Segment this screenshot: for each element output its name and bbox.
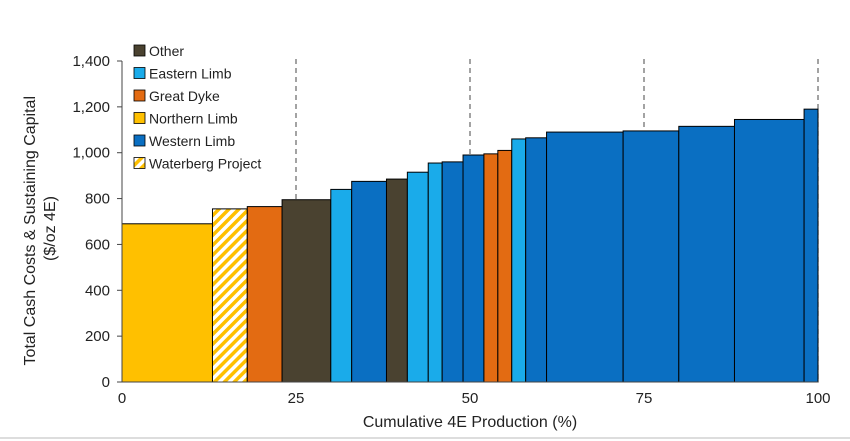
bar-western-limb-10 — [462, 154, 485, 383]
bar-great-dyke-11 — [483, 153, 499, 383]
legend-label-western-limb: Western Limb — [149, 133, 235, 149]
bar-eastern-limb-8 — [427, 162, 443, 383]
bar-western-limb-19 — [803, 108, 819, 383]
bar-great-dyke-2 — [246, 206, 283, 383]
x-tick-label-25: 25 — [288, 390, 305, 407]
legend-swatch-eastern-limb — [133, 67, 146, 79]
y-tick-labels: 0 200 400 600 800 1,000 1,200 1,400 — [72, 53, 122, 391]
y-tick-label-800: 800 — [85, 191, 110, 208]
legend-swatch-waterberg-project — [133, 157, 146, 169]
y-tick-label-1200: 1,200 — [72, 99, 110, 116]
bar-western-limb-18 — [733, 118, 805, 383]
x-tick-label-0: 0 — [118, 390, 126, 407]
y-tick-label-600: 600 — [85, 236, 110, 253]
bar-northern-limb-0 — [121, 223, 213, 383]
bar-western-limb-15 — [546, 131, 624, 383]
y-axis-title: Total Cash Costs & Sustaining Capital ($… — [22, 92, 59, 366]
y-tick-label-1400: 1,400 — [72, 53, 110, 70]
bar-eastern-limb-7 — [406, 171, 429, 383]
bar-other-3 — [281, 199, 332, 383]
bar-waterberg-project-1 — [211, 208, 248, 383]
bar-great-dyke-12 — [497, 149, 513, 383]
y-tick-label-400: 400 — [85, 282, 110, 299]
x-tick-label-50: 50 — [462, 390, 479, 407]
bar-eastern-limb-4 — [330, 188, 353, 383]
legend-label-eastern-limb: Eastern Limb — [149, 66, 232, 82]
legend-swatch-other — [133, 44, 146, 57]
y-tick-label-0: 0 — [102, 374, 110, 391]
x-tick-labels: 0 25 50 75 100 — [118, 390, 831, 407]
bars-group — [121, 108, 819, 383]
axes — [121, 61, 818, 383]
legend-swatch-northern-limb — [133, 112, 146, 124]
bar-western-limb-5 — [351, 180, 387, 383]
y-tick-label-200: 200 — [85, 328, 110, 345]
y-axis-title-line-2: ($/oz 4E) — [42, 196, 59, 261]
bar-other-6 — [385, 178, 408, 383]
x-tick-label-100: 100 — [805, 390, 830, 407]
legend-label-northern-limb: Northern Limb — [149, 111, 238, 127]
bar-eastern-limb-13 — [511, 138, 527, 383]
legend-swatch-great-dyke — [133, 89, 146, 102]
bar-western-limb-14 — [525, 137, 548, 383]
y-axis-title-line-1: Total Cash Costs & Sustaining Capital — [22, 96, 39, 365]
legend: Other Eastern Limb Great Dyke Northern Limb… — [133, 43, 261, 172]
bar-western-limb-17 — [678, 125, 735, 383]
bar-western-limb-16 — [622, 130, 680, 383]
legend-swatch-western-limb — [133, 134, 146, 147]
legend-label-waterberg-project: Waterberg Project — [149, 156, 261, 172]
x-tick-label-75: 75 — [636, 390, 653, 407]
x-axis-title: Cumulative 4E Production (%) — [363, 414, 577, 431]
legend-label-great-dyke: Great Dyke — [149, 88, 220, 104]
bar-western-limb-9 — [441, 161, 464, 383]
y-tick-label-1000: 1,000 — [72, 145, 110, 162]
legend-label-other: Other — [149, 43, 184, 59]
